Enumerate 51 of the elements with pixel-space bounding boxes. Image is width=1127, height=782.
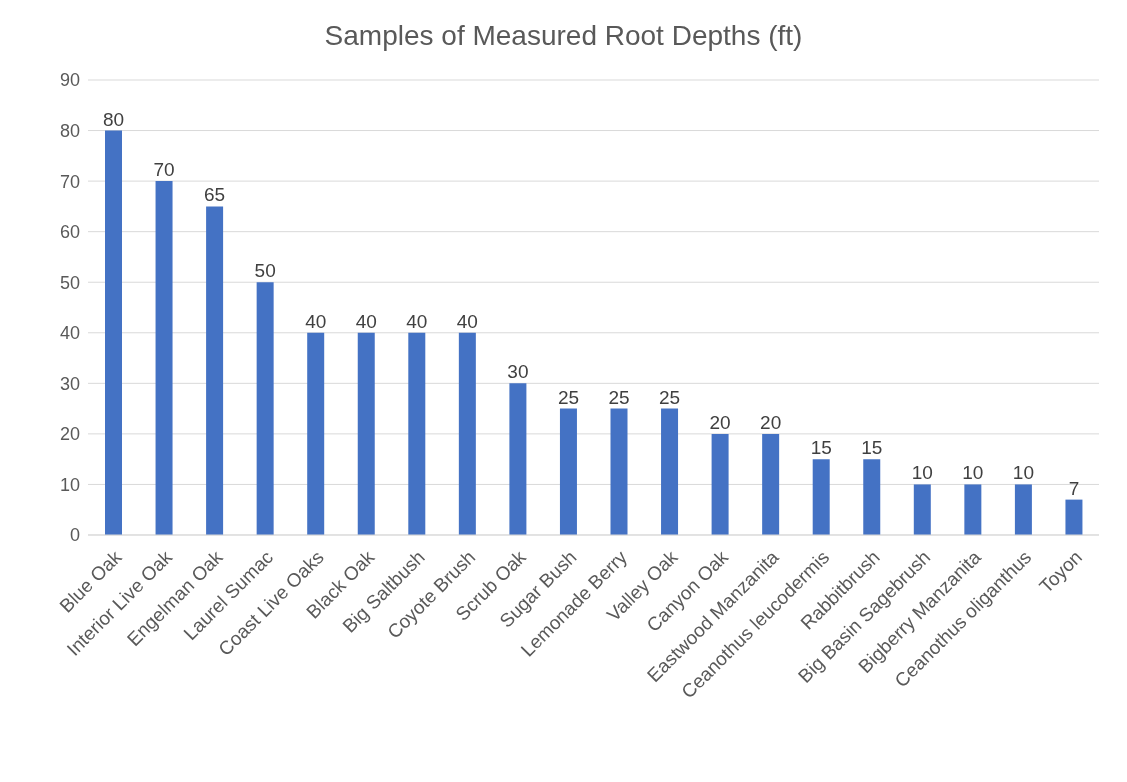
y-tick-label: 20 (59, 424, 80, 445)
bar (155, 181, 173, 535)
bar (661, 408, 679, 535)
y-tick-label: 0 (69, 525, 80, 546)
y-tick-label: 50 (59, 272, 80, 293)
bar (105, 130, 122, 535)
data-label: 15 (861, 437, 883, 459)
data-label: 10 (962, 462, 984, 484)
bar (1065, 499, 1083, 535)
data-label: 40 (456, 310, 478, 332)
bar (964, 484, 982, 535)
bar (913, 484, 931, 535)
y-tick-label: 60 (59, 222, 80, 243)
y-tick-label: 10 (59, 474, 80, 495)
bar (610, 408, 628, 535)
data-label: 40 (406, 310, 428, 332)
data-label: 70 (153, 159, 175, 181)
chart-title: Samples of Measured Root Depths (ft) (323, 19, 804, 53)
data-label: 25 (658, 386, 681, 408)
bar (307, 332, 325, 535)
bar (509, 383, 527, 535)
bar (711, 433, 729, 535)
data-label: 25 (557, 386, 580, 408)
y-tick-label: 90 (59, 70, 80, 91)
data-label: 50 (254, 260, 276, 282)
y-tick-label: 40 (59, 323, 80, 344)
data-label: 40 (355, 310, 377, 332)
bar (256, 282, 274, 535)
bar (762, 433, 780, 535)
data-label: 65 (204, 184, 226, 206)
bar (1014, 484, 1032, 535)
y-tick-label: 30 (59, 373, 80, 394)
data-label: 80 (102, 108, 125, 130)
bar (559, 408, 577, 535)
bar (812, 459, 830, 535)
data-label: 40 (305, 310, 327, 332)
data-label: 30 (507, 361, 529, 383)
y-tick-label: 70 (59, 171, 80, 192)
bar (206, 206, 224, 535)
data-label: 15 (810, 437, 832, 459)
data-label: 20 (709, 411, 731, 433)
data-label: 10 (1012, 462, 1034, 484)
data-label: 25 (608, 386, 630, 408)
bar (863, 459, 881, 535)
data-label: 7 (1068, 477, 1080, 499)
bar (408, 332, 426, 535)
bar (357, 332, 375, 535)
data-label: 10 (911, 462, 933, 484)
bar (458, 332, 476, 535)
y-tick-label: 80 (59, 120, 80, 141)
data-label: 20 (760, 411, 782, 433)
